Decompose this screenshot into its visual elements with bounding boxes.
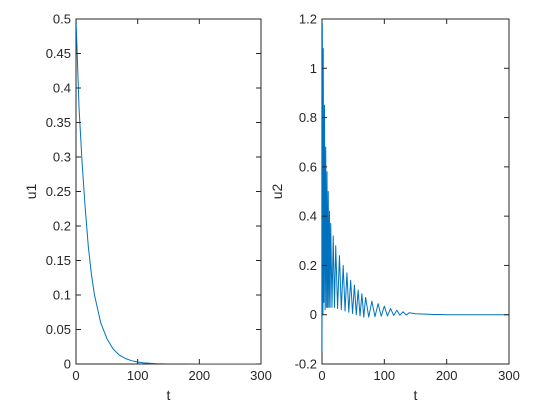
chart-1-y-tick-label: 0.05 [46, 322, 71, 337]
chart-1-x-tick-label: 100 [127, 368, 149, 383]
chart-1-y-tick-label: 0.1 [53, 288, 71, 303]
chart-2-y-tick-label: 0.2 [299, 258, 317, 273]
chart-2-x-tick-label: 0 [318, 368, 325, 383]
chart-2-plot-area [321, 18, 510, 365]
chart-2-x-tick-label: 100 [373, 368, 395, 383]
chart-1-y-tick-label: 0 [64, 357, 71, 372]
chart-2-y-axis-label: u2 [269, 184, 285, 200]
chart-1-y-tick-label: 0.2 [53, 219, 71, 234]
chart-2-y-tick-label: 0.4 [299, 209, 317, 224]
chart-2-y-tick-label: -0.2 [295, 357, 317, 372]
chart-2-x-tick-label: 300 [498, 368, 520, 383]
chart-1-series-line-1 [76, 19, 261, 364]
left-chart-u1: 0 100 200 300 0 0.05 0.1 0.15 0.2 0.25 0.3 0.35 0.4 0… [23, 12, 272, 404]
chart-1-y-tick-label: 0.3 [53, 150, 71, 165]
chart-2-x-tick-label: 200 [436, 368, 458, 383]
chart-1-y-axis-label: u1 [23, 184, 39, 200]
chart-1-y-tick-label: 0.25 [46, 184, 71, 199]
chart-1-plot-area [75, 18, 262, 365]
chart-2-y-tick-label: 0.6 [299, 159, 317, 174]
chart-2-y-tick-label: 1.2 [299, 12, 317, 27]
chart-2-x-axis-label: t [414, 387, 418, 403]
chart-1-x-axis-label: t [167, 387, 171, 403]
chart-1-y-tick-label: 0.15 [46, 253, 71, 268]
chart-1-x-tick-label: 200 [188, 368, 210, 383]
chart-1-x-tick-label: 300 [250, 368, 272, 383]
chart-1-y-tick-label: 0.35 [46, 115, 71, 130]
chart-2-series-line-1 [322, 23, 509, 352]
chart-2-y-tick-label: 0.8 [299, 110, 317, 125]
chart-1-y-tick-label: 0.4 [53, 81, 71, 96]
chart-2-y-tick-label: 0 [310, 307, 317, 322]
chart-1-x-tick-label: 0 [72, 368, 79, 383]
chart-2-y-tick-label: 1 [310, 61, 317, 76]
chart-1-y-tick-label: 0.45 [46, 46, 71, 61]
chart-1-y-tick-label: 0.5 [53, 12, 71, 27]
